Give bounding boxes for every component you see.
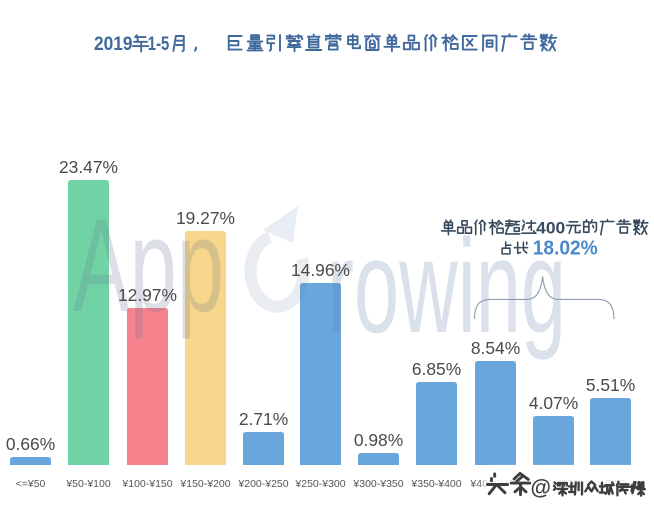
svg-text:12.97%: 12.97% [118, 285, 177, 305]
svg-text:0.66%: 0.66% [6, 434, 55, 454]
svg-text:23.47%: 23.47% [59, 157, 118, 177]
svg-text:0.98%: 0.98% [354, 430, 403, 450]
svg-text:18.02%: 18.02% [533, 238, 598, 260]
svg-text:2.71%: 2.71% [239, 409, 288, 429]
svg-text:4.07%: 4.07% [529, 393, 578, 413]
svg-text:5.51%: 5.51% [586, 375, 635, 395]
svg-text:¥150-¥200: ¥150-¥200 [179, 478, 230, 490]
svg-text:2019: 2019 [94, 34, 133, 55]
svg-text:400: 400 [536, 219, 565, 238]
svg-text:¥200-¥250: ¥200-¥250 [237, 478, 288, 490]
svg-text:¥250-¥300: ¥250-¥300 [294, 478, 345, 490]
svg-text:@: @ [532, 478, 552, 501]
svg-text:¥100-¥150: ¥100-¥150 [121, 478, 172, 490]
svg-text:@: @ [531, 477, 551, 500]
svg-text:rowing: rowing [327, 213, 566, 361]
svg-text:<=¥50: <=¥50 [16, 478, 46, 490]
svg-text:8.54%: 8.54% [471, 338, 520, 358]
svg-text:19.27%: 19.27% [176, 208, 235, 228]
svg-text:¥50-¥100: ¥50-¥100 [65, 478, 111, 490]
svg-text:¥350-¥400: ¥350-¥400 [410, 478, 461, 490]
svg-text:14.96%: 14.96% [291, 260, 350, 280]
svg-text:¥300-¥350: ¥300-¥350 [352, 478, 403, 490]
svg-text:App: App [73, 192, 224, 340]
svg-text:1-5: 1-5 [148, 34, 170, 55]
svg-text:6.85%: 6.85% [412, 359, 461, 379]
